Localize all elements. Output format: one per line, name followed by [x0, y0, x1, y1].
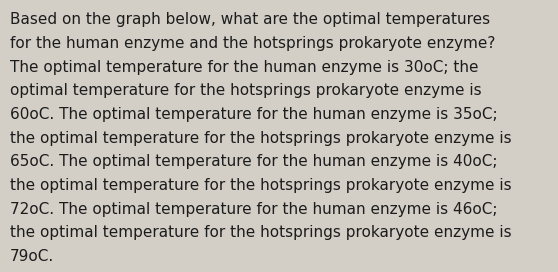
Text: 65oC. The optimal temperature for the human enzyme is 40oC;: 65oC. The optimal temperature for the hu…: [10, 154, 498, 169]
Text: 79oC.: 79oC.: [10, 249, 54, 264]
Text: Based on the graph below, what are the optimal temperatures: Based on the graph below, what are the o…: [10, 12, 490, 27]
Text: the optimal temperature for the hotsprings prokaryote enzyme is: the optimal temperature for the hotsprin…: [10, 225, 512, 240]
Text: the optimal temperature for the hotsprings prokaryote enzyme is: the optimal temperature for the hotsprin…: [10, 178, 512, 193]
Text: optimal temperature for the hotsprings prokaryote enzyme is: optimal temperature for the hotsprings p…: [10, 83, 482, 98]
Text: 60oC. The optimal temperature for the human enzyme is 35oC;: 60oC. The optimal temperature for the hu…: [10, 107, 498, 122]
Text: for the human enzyme and the hotsprings prokaryote enzyme?: for the human enzyme and the hotsprings …: [10, 36, 496, 51]
Text: 72oC. The optimal temperature for the human enzyme is 46oC;: 72oC. The optimal temperature for the hu…: [10, 202, 498, 217]
Text: the optimal temperature for the hotsprings prokaryote enzyme is: the optimal temperature for the hotsprin…: [10, 131, 512, 146]
Text: The optimal temperature for the human enzyme is 30oC; the: The optimal temperature for the human en…: [10, 60, 479, 75]
